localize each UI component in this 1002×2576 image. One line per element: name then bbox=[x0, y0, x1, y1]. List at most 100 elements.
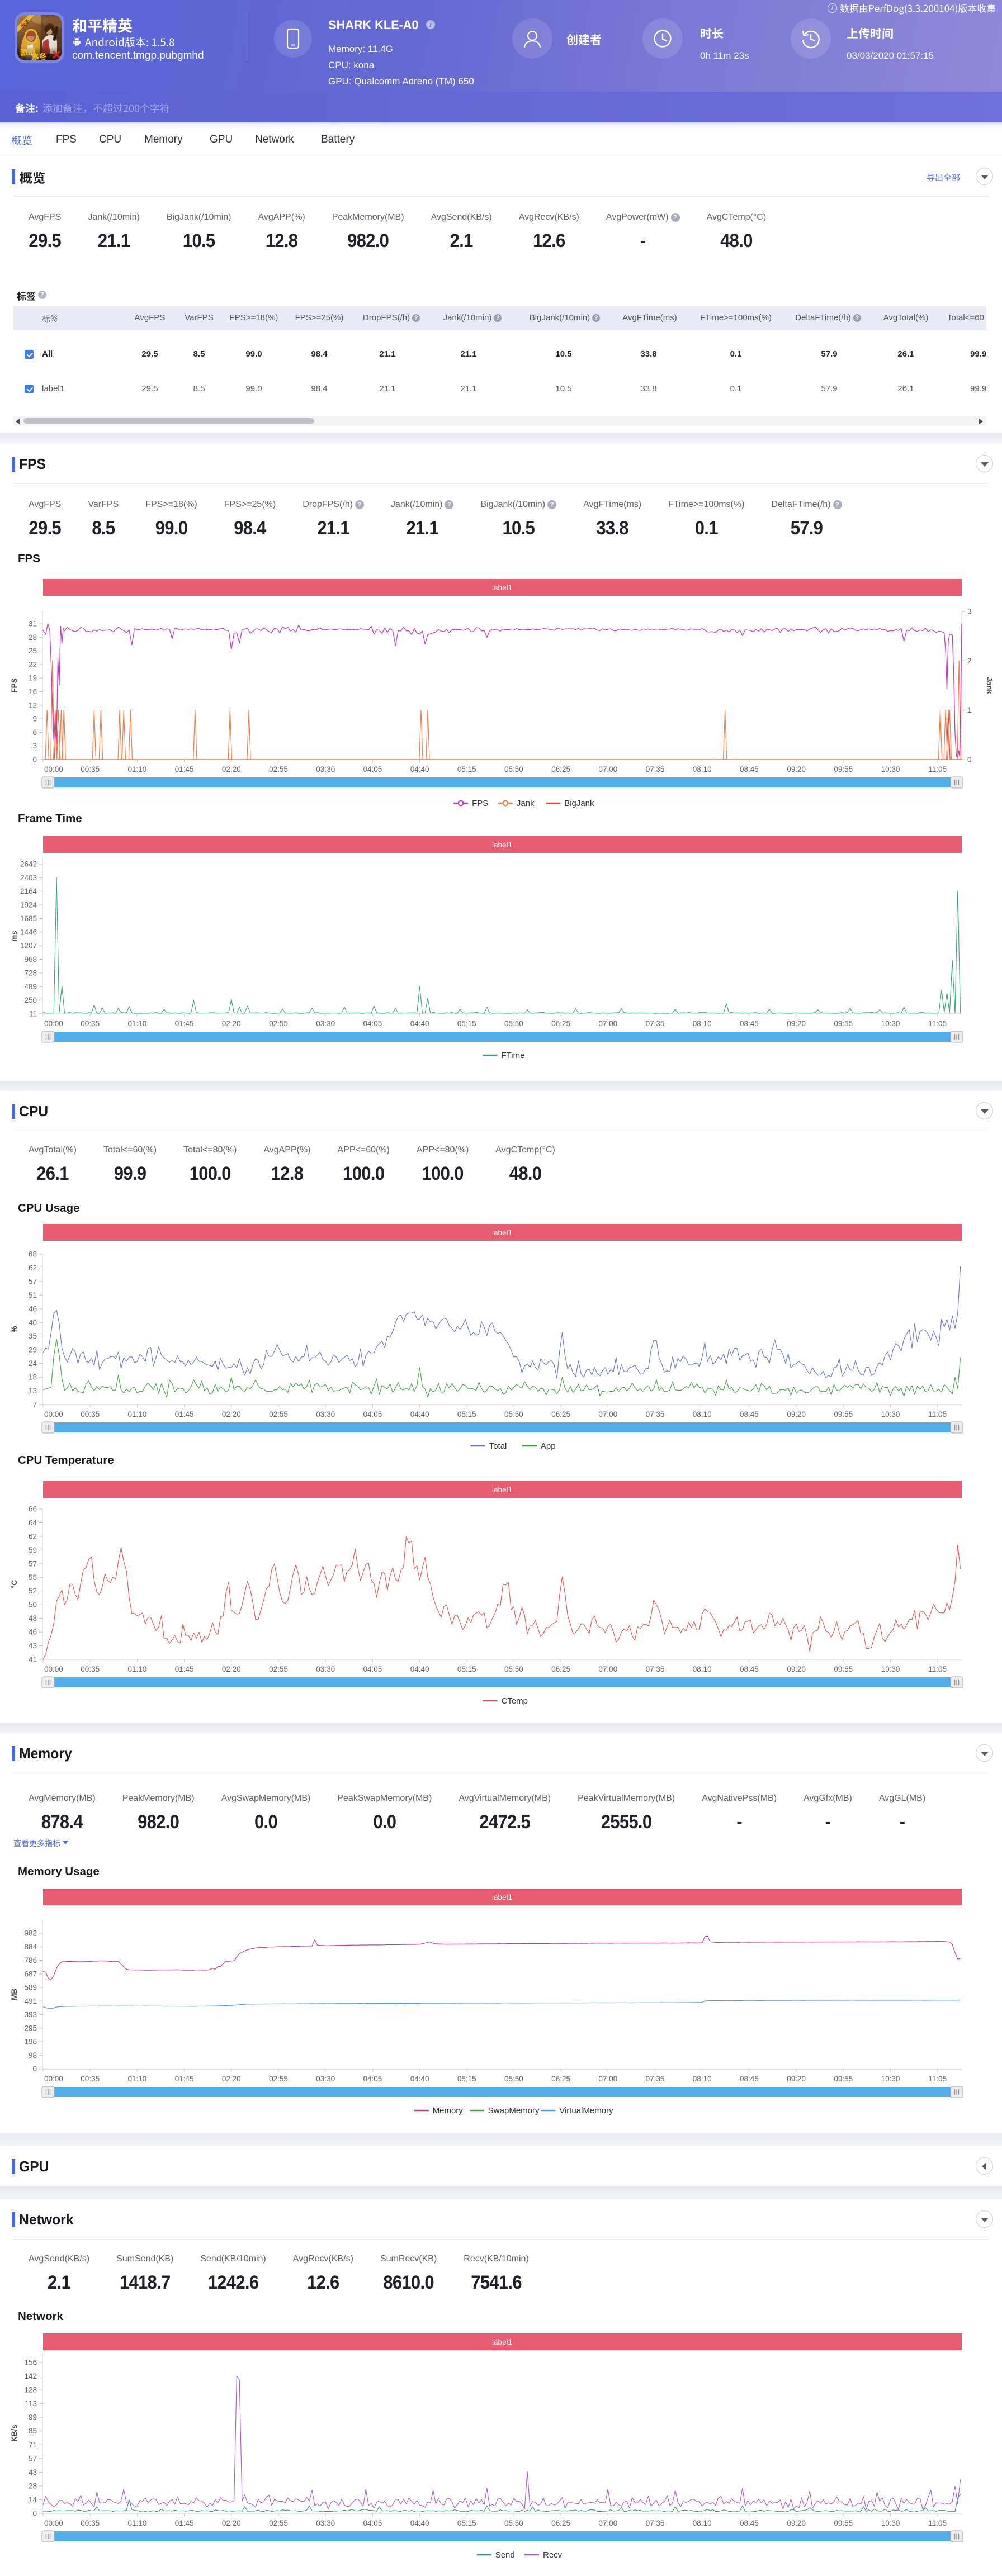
svg-text:05:15: 05:15 bbox=[457, 2519, 476, 2527]
svg-text:31: 31 bbox=[29, 620, 37, 628]
svg-text:57: 57 bbox=[29, 1277, 37, 1285]
svg-text:0: 0 bbox=[32, 2065, 37, 2073]
svg-text:196: 196 bbox=[24, 2038, 37, 2046]
svg-text:09:55: 09:55 bbox=[834, 765, 853, 774]
svg-text:03:30: 03:30 bbox=[316, 2519, 335, 2527]
svg-text:label1: label1 bbox=[492, 841, 512, 849]
svg-text:01:10: 01:10 bbox=[128, 765, 147, 774]
svg-text:02:55: 02:55 bbox=[269, 1019, 288, 1028]
svg-text:68: 68 bbox=[29, 1250, 37, 1259]
svg-text:589: 589 bbox=[24, 1984, 37, 1992]
svg-text:07:00: 07:00 bbox=[598, 1665, 617, 1673]
svg-text:03:30: 03:30 bbox=[316, 2075, 335, 2083]
svg-text:02:20: 02:20 bbox=[222, 765, 241, 774]
svg-text:label1: label1 bbox=[492, 1228, 512, 1237]
svg-text:08:10: 08:10 bbox=[693, 1410, 712, 1419]
svg-text:01:10: 01:10 bbox=[128, 1019, 147, 1028]
svg-text:BigJank: BigJank bbox=[564, 799, 594, 808]
svg-text:07:00: 07:00 bbox=[598, 2519, 617, 2527]
svg-text:05:50: 05:50 bbox=[504, 1410, 523, 1419]
svg-text:07:00: 07:00 bbox=[598, 2075, 617, 2083]
svg-text:03:30: 03:30 bbox=[316, 1665, 335, 1673]
svg-text:SwapMemory: SwapMemory bbox=[488, 2106, 540, 2115]
svg-text:884: 884 bbox=[24, 1943, 37, 1951]
svg-text:29: 29 bbox=[29, 1346, 37, 1354]
svg-text:08:10: 08:10 bbox=[693, 765, 712, 774]
svg-text:label1: label1 bbox=[492, 583, 512, 592]
svg-text:08:10: 08:10 bbox=[693, 1019, 712, 1028]
svg-text:05:15: 05:15 bbox=[457, 1019, 476, 1028]
svg-text:01:10: 01:10 bbox=[128, 1410, 147, 1419]
svg-text:06:25: 06:25 bbox=[551, 1410, 570, 1419]
svg-text:09:55: 09:55 bbox=[834, 1410, 853, 1419]
svg-text:10:30: 10:30 bbox=[881, 1410, 900, 1419]
svg-text:12: 12 bbox=[29, 701, 37, 709]
svg-text:1924: 1924 bbox=[20, 901, 37, 909]
svg-text:04:05: 04:05 bbox=[363, 1410, 382, 1419]
svg-text:04:40: 04:40 bbox=[410, 1019, 429, 1028]
svg-text:66: 66 bbox=[29, 1505, 37, 1514]
svg-text:40: 40 bbox=[29, 1318, 37, 1327]
svg-text:99: 99 bbox=[29, 2413, 37, 2422]
svg-text:02:20: 02:20 bbox=[222, 1019, 241, 1028]
svg-text:728: 728 bbox=[24, 969, 37, 977]
svg-text:9: 9 bbox=[32, 715, 37, 723]
svg-text:04:05: 04:05 bbox=[363, 2075, 382, 2083]
svg-text:08:45: 08:45 bbox=[740, 2519, 759, 2527]
svg-text:113: 113 bbox=[25, 2399, 37, 2408]
svg-text:489: 489 bbox=[24, 983, 37, 991]
svg-text:00:00: 00:00 bbox=[44, 2075, 63, 2083]
svg-text:Jank: Jank bbox=[985, 677, 994, 694]
svg-text:51: 51 bbox=[29, 1291, 37, 1299]
svg-text:02:55: 02:55 bbox=[269, 1665, 288, 1673]
svg-text:01:45: 01:45 bbox=[175, 2075, 194, 2083]
svg-text:10:30: 10:30 bbox=[881, 2519, 900, 2527]
svg-text:04:40: 04:40 bbox=[410, 765, 429, 774]
svg-text:03:30: 03:30 bbox=[316, 1019, 335, 1028]
svg-text:05:15: 05:15 bbox=[457, 765, 476, 774]
svg-text:00:00: 00:00 bbox=[44, 1019, 63, 1028]
svg-text:46: 46 bbox=[29, 1304, 37, 1313]
svg-text:05:50: 05:50 bbox=[504, 2075, 523, 2083]
svg-text:18: 18 bbox=[29, 1373, 37, 1382]
svg-text:05:50: 05:50 bbox=[504, 2519, 523, 2527]
svg-text:0: 0 bbox=[32, 756, 37, 764]
svg-text:24: 24 bbox=[29, 1359, 37, 1368]
svg-text:Memory: Memory bbox=[433, 2106, 464, 2115]
svg-text:04:05: 04:05 bbox=[363, 1665, 382, 1673]
svg-text:11:05: 11:05 bbox=[928, 1665, 947, 1673]
svg-text:02:20: 02:20 bbox=[222, 2519, 241, 2527]
svg-text:08:45: 08:45 bbox=[740, 1665, 759, 1673]
svg-text:22: 22 bbox=[29, 660, 37, 668]
svg-text:05:15: 05:15 bbox=[457, 2075, 476, 2083]
svg-text:02:20: 02:20 bbox=[222, 1665, 241, 1673]
svg-text:01:45: 01:45 bbox=[175, 1665, 194, 1673]
svg-text:2403: 2403 bbox=[20, 874, 37, 882]
svg-text:06:25: 06:25 bbox=[551, 1665, 570, 1673]
svg-text:02:20: 02:20 bbox=[222, 1410, 241, 1419]
svg-text:491: 491 bbox=[24, 1997, 37, 2005]
svg-text:52: 52 bbox=[29, 1587, 37, 1595]
svg-text:57: 57 bbox=[29, 1559, 37, 1568]
svg-text:07:00: 07:00 bbox=[598, 1410, 617, 1419]
svg-text:02:20: 02:20 bbox=[222, 2075, 241, 2083]
svg-text:07:35: 07:35 bbox=[646, 1410, 665, 1419]
svg-text:04:40: 04:40 bbox=[410, 2075, 429, 2083]
svg-text:10:30: 10:30 bbox=[881, 1019, 900, 1028]
svg-text:11: 11 bbox=[29, 1010, 37, 1018]
svg-text:01:45: 01:45 bbox=[175, 1410, 194, 1419]
svg-text:04:05: 04:05 bbox=[363, 2519, 382, 2527]
svg-text:2164: 2164 bbox=[20, 887, 37, 895]
svg-text:07:35: 07:35 bbox=[646, 765, 665, 774]
svg-text:7: 7 bbox=[32, 1401, 37, 1409]
svg-text:71: 71 bbox=[29, 2441, 37, 2449]
svg-text:label1: label1 bbox=[492, 2338, 512, 2346]
svg-text:57: 57 bbox=[29, 2454, 37, 2463]
svg-text:687: 687 bbox=[24, 1970, 37, 1978]
svg-text:1207: 1207 bbox=[20, 942, 37, 950]
svg-text:2642: 2642 bbox=[20, 860, 37, 869]
svg-text:App: App bbox=[541, 1441, 556, 1451]
svg-text:295: 295 bbox=[24, 2024, 37, 2032]
svg-text:00:00: 00:00 bbox=[44, 765, 63, 774]
svg-text:46: 46 bbox=[29, 1628, 37, 1636]
